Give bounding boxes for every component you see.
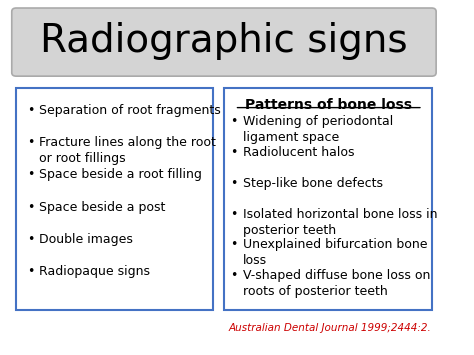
Text: •: •	[230, 269, 238, 282]
Text: V-shaped diffuse bone loss on
roots of posterior teeth: V-shaped diffuse bone loss on roots of p…	[243, 269, 430, 298]
Text: Step-like bone defects: Step-like bone defects	[243, 177, 383, 190]
Text: •: •	[230, 177, 238, 190]
FancyBboxPatch shape	[16, 88, 213, 310]
Text: Unexplained bifurcation bone
loss: Unexplained bifurcation bone loss	[243, 238, 427, 267]
Text: •: •	[27, 201, 35, 214]
Text: •: •	[27, 136, 35, 149]
Text: •: •	[27, 104, 35, 117]
Text: •: •	[27, 168, 35, 181]
FancyBboxPatch shape	[224, 88, 432, 310]
Text: Widening of periodontal
ligament space: Widening of periodontal ligament space	[243, 115, 393, 144]
Text: Space beside a root filling: Space beside a root filling	[39, 168, 202, 181]
Text: Radiographic signs: Radiographic signs	[40, 22, 408, 60]
Text: Space beside a post: Space beside a post	[39, 201, 165, 214]
Text: Radiolucent halos: Radiolucent halos	[243, 146, 354, 159]
Text: •: •	[27, 265, 35, 278]
Text: Fracture lines along the root
or root fillings: Fracture lines along the root or root fi…	[39, 136, 216, 165]
Text: •: •	[27, 233, 35, 246]
Text: Radiopaque signs: Radiopaque signs	[39, 265, 150, 278]
Text: •: •	[230, 115, 238, 128]
Text: Patterns of bone loss: Patterns of bone loss	[245, 98, 412, 112]
Text: Double images: Double images	[39, 233, 133, 246]
Text: •: •	[230, 238, 238, 251]
Text: •: •	[230, 146, 238, 159]
Text: Separation of root fragments: Separation of root fragments	[39, 104, 221, 117]
Text: Australian Dental Journal 1999;2444:2.: Australian Dental Journal 1999;2444:2.	[229, 323, 432, 333]
Text: •: •	[230, 208, 238, 220]
Text: Isolated horizontal bone loss in
posterior teeth: Isolated horizontal bone loss in posteri…	[243, 208, 437, 236]
FancyBboxPatch shape	[12, 8, 436, 76]
